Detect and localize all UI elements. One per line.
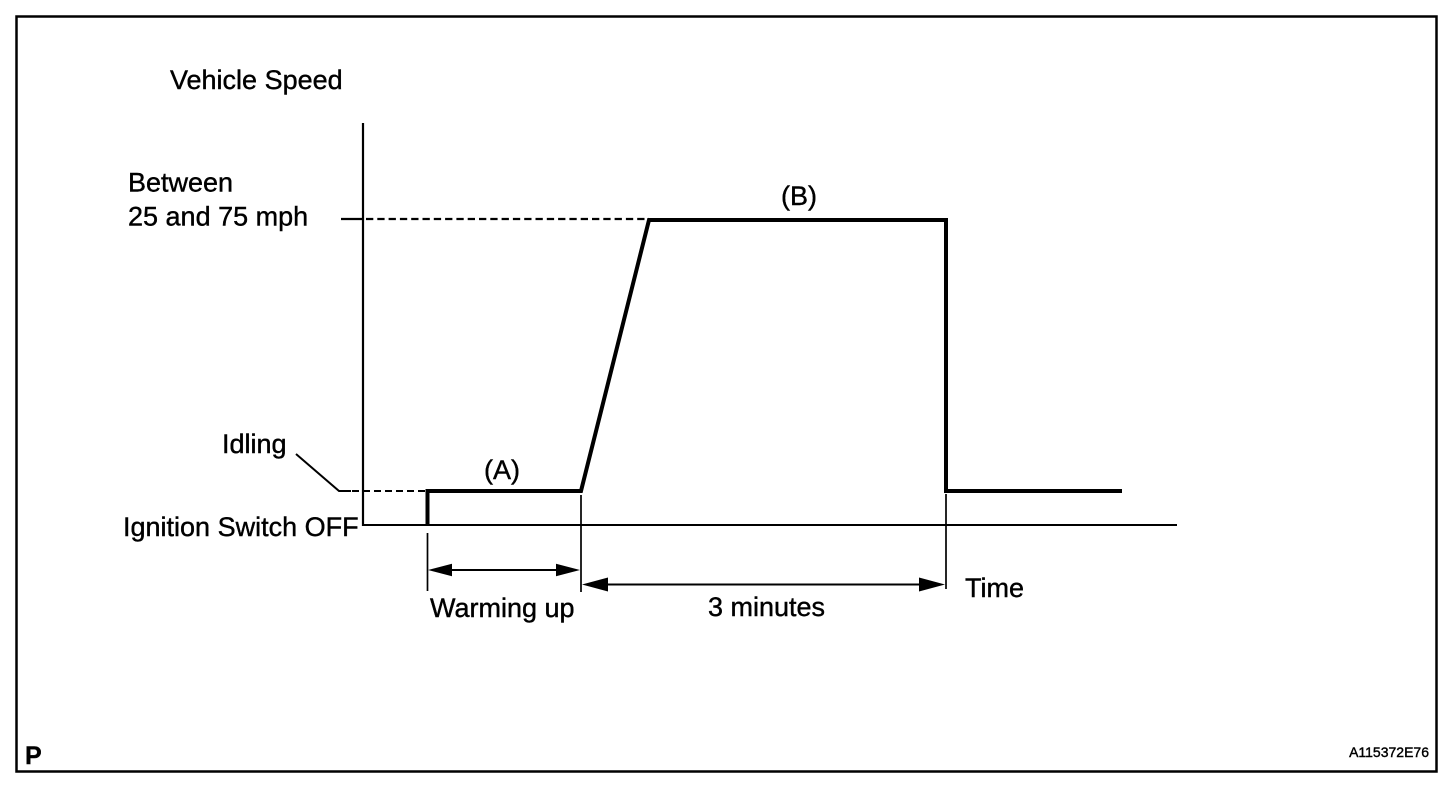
svg-text:25 and 75 mph: 25 and 75 mph [128, 202, 308, 232]
svg-text:Time: Time [965, 573, 1024, 603]
svg-text:P: P [25, 742, 42, 770]
svg-text:A115372E76: A115372E76 [1349, 744, 1429, 760]
svg-text:(A): (A) [484, 455, 520, 485]
svg-text:3 minutes: 3 minutes [708, 592, 825, 622]
svg-text:Ignition Switch OFF: Ignition Switch OFF [123, 512, 359, 542]
svg-text:Vehicle Speed: Vehicle Speed [170, 65, 343, 95]
svg-text:Between: Between [128, 168, 233, 198]
svg-text:Warming up: Warming up [430, 593, 575, 623]
svg-text:Idling: Idling [222, 429, 287, 459]
svg-text:(B): (B) [781, 181, 817, 211]
